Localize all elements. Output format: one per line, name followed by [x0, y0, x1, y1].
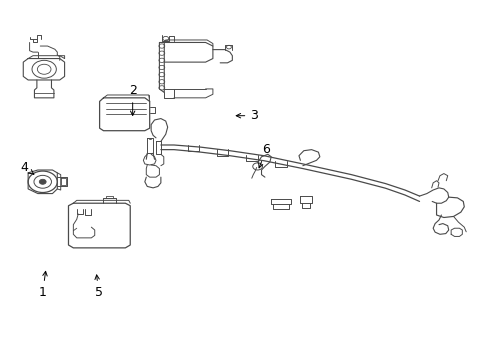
Text: 3: 3 [236, 109, 258, 122]
Circle shape [39, 179, 46, 184]
Text: 4: 4 [21, 161, 34, 174]
Text: 6: 6 [258, 143, 270, 168]
Text: 1: 1 [39, 271, 47, 299]
Text: 5: 5 [95, 275, 102, 299]
Text: 2: 2 [128, 84, 136, 116]
